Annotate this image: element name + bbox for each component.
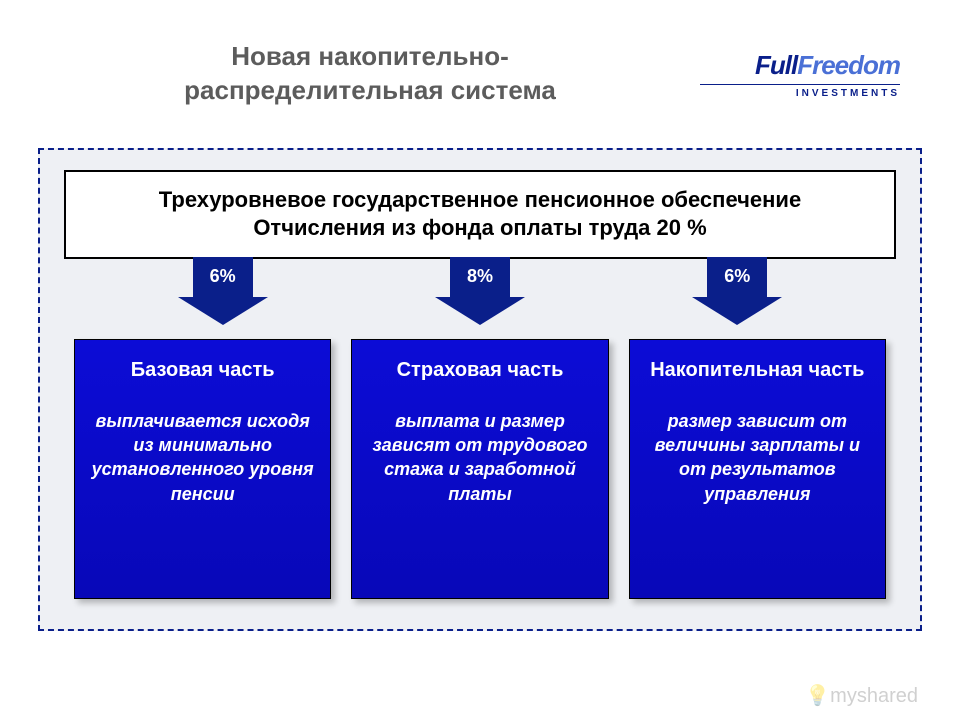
box-desc: выплачивается исходя из минимально устан… <box>89 409 316 506</box>
down-arrow-icon: 6% <box>178 257 268 329</box>
down-arrow-icon: 8% <box>435 257 525 329</box>
arrow-head-icon <box>178 297 268 325</box>
logo-sub: INVESTMENTS <box>700 88 900 99</box>
top-bar-line2: Отчисления из фонда оплаты труда 20 % <box>86 214 874 243</box>
watermark: 💡myshared <box>805 683 918 708</box>
arrow-head-icon <box>435 297 525 325</box>
box-base: Базовая часть выплачивается исходя из ми… <box>74 339 331 599</box>
top-bar-line1: Трехуровневое государственное пенсионное… <box>86 186 874 215</box>
box-funded: Накопительная часть размер зависит от ве… <box>629 339 886 599</box>
arrow-label: 8% <box>450 257 510 297</box>
box-title: Страховая часть <box>366 358 593 383</box>
arrows-row: 6% 8% 6% <box>64 257 896 329</box>
title-text: Новая накопительно-распределительная сис… <box>184 41 556 105</box>
box-desc: размер зависит от величины зарплаты и от… <box>644 409 871 506</box>
logo-divider <box>700 84 900 85</box>
logo-main: FullFreedom <box>700 50 900 81</box>
arrow-wrap: 8% <box>360 257 600 329</box>
box-title: Накопительная часть <box>644 358 871 383</box>
logo: FullFreedom INVESTMENTS <box>700 40 900 99</box>
box-insurance: Страховая часть выплата и размер зависят… <box>351 339 608 599</box>
arrow-label: 6% <box>193 257 253 297</box>
logo-full: Full <box>755 50 797 80</box>
box-desc: выплата и размер зависят от трудового ст… <box>366 409 593 506</box>
page-title: Новая накопительно-распределительная сис… <box>110 40 630 108</box>
arrow-wrap: 6% <box>103 257 343 329</box>
box-title: Базовая часть <box>89 358 316 383</box>
arrow-wrap: 6% <box>617 257 857 329</box>
arrow-label: 6% <box>707 257 767 297</box>
logo-freedom: Freedom <box>797 50 900 80</box>
top-bar: Трехуровневое государственное пенсионное… <box>64 170 896 259</box>
header: Новая накопительно-распределительная сис… <box>0 0 960 128</box>
boxes-row: Базовая часть выплачивается исходя из ми… <box>64 339 896 599</box>
arrow-head-icon <box>692 297 782 325</box>
down-arrow-icon: 6% <box>692 257 782 329</box>
content-frame: Трехуровневое государственное пенсионное… <box>38 148 922 631</box>
